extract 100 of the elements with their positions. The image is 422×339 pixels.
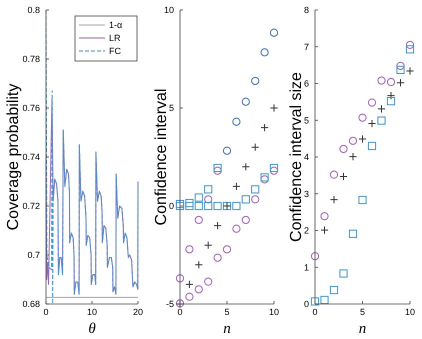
point — [214, 202, 222, 210]
x-tick-label: 5 — [224, 307, 230, 317]
point — [194, 285, 203, 294]
point — [348, 136, 358, 145]
x-axis-title: n — [223, 321, 231, 337]
point — [251, 143, 260, 152]
legend-label: 1-α — [109, 20, 122, 30]
point — [194, 202, 203, 210]
point — [406, 66, 414, 76]
point — [386, 78, 396, 86]
x-tick-label: 0 — [312, 307, 318, 317]
point — [214, 254, 222, 262]
point — [242, 162, 250, 171]
x-axis-title: θ — [88, 321, 96, 337]
y-tick-label: 7 — [304, 42, 309, 52]
y-tick-label: 0.7 — [27, 250, 40, 260]
point — [377, 76, 386, 85]
point — [396, 78, 405, 87]
point — [232, 182, 240, 190]
point — [270, 164, 278, 172]
y-tick-label: 0 — [168, 201, 174, 211]
point — [396, 66, 405, 74]
y-tick-label: 5 — [304, 115, 309, 126]
point — [330, 286, 338, 294]
point — [358, 196, 367, 204]
y-tick-label: 3 — [304, 188, 309, 199]
x-tick-label: 0 — [177, 307, 183, 317]
y-tick-label: -5 — [166, 299, 174, 309]
point — [368, 119, 376, 128]
y-tick-label: 0.72 — [22, 201, 40, 211]
point — [310, 297, 320, 306]
y-axis-title: Confidence interval — [153, 88, 170, 226]
point — [204, 278, 212, 286]
legend-label: LR — [109, 33, 122, 43]
point — [232, 202, 240, 210]
point — [204, 202, 212, 210]
point — [185, 198, 194, 208]
point — [339, 144, 348, 154]
y-axis-title: Coverage probability — [5, 84, 22, 230]
point — [330, 170, 338, 179]
point — [204, 185, 212, 194]
point — [270, 104, 278, 112]
point — [339, 269, 348, 278]
point — [358, 134, 367, 144]
point — [377, 116, 386, 125]
y-axis-title: Confidence interval size — [288, 72, 305, 242]
point — [251, 185, 260, 194]
point — [339, 172, 348, 181]
y-tick-label: 10 — [164, 5, 174, 15]
point — [330, 196, 338, 204]
y-tick-label: 0.78 — [22, 54, 40, 64]
point — [176, 200, 184, 208]
point — [214, 164, 222, 172]
x-axis-title: n — [358, 321, 366, 337]
point — [270, 28, 278, 37]
point — [310, 252, 320, 260]
point — [406, 40, 414, 50]
point — [251, 76, 260, 86]
legend-label: FC — [109, 46, 122, 56]
point — [242, 195, 250, 204]
point — [204, 241, 212, 250]
y-tick-label: 6 — [304, 78, 309, 88]
point — [270, 166, 278, 175]
point — [396, 62, 405, 70]
point — [368, 98, 376, 107]
point — [185, 280, 194, 288]
point — [242, 216, 250, 224]
y-tick-label: 2 — [304, 226, 309, 236]
x-tick-label: 5 — [360, 307, 366, 317]
y-tick-label: 0.74 — [22, 152, 40, 162]
point — [222, 245, 232, 254]
point — [377, 104, 386, 113]
point — [320, 212, 329, 220]
point — [242, 98, 250, 106]
y-tick-label: 0.68 — [22, 299, 40, 309]
x-tick-label: 10 — [268, 307, 280, 317]
point — [260, 124, 269, 132]
point — [386, 92, 396, 100]
y-tick-label: 0.76 — [22, 103, 40, 113]
x-tick-label: 10 — [404, 307, 416, 317]
point — [194, 260, 203, 269]
x-tick-label: 10 — [86, 307, 98, 317]
point — [222, 146, 232, 155]
y-tick-label: 4 — [304, 152, 309, 162]
point — [348, 230, 358, 238]
point — [185, 202, 194, 210]
y-tick-label: 0.8 — [27, 5, 40, 15]
y-tick-label: 0 — [304, 299, 309, 309]
point — [185, 292, 194, 301]
y-tick-label: 8 — [304, 5, 309, 15]
point — [358, 114, 367, 122]
point — [406, 45, 414, 54]
point — [214, 222, 222, 230]
point — [320, 226, 329, 234]
point — [368, 142, 376, 150]
x-tick-label: 20 — [132, 307, 144, 317]
point — [320, 296, 329, 304]
point — [251, 195, 260, 204]
point — [194, 193, 203, 202]
point — [260, 48, 269, 56]
